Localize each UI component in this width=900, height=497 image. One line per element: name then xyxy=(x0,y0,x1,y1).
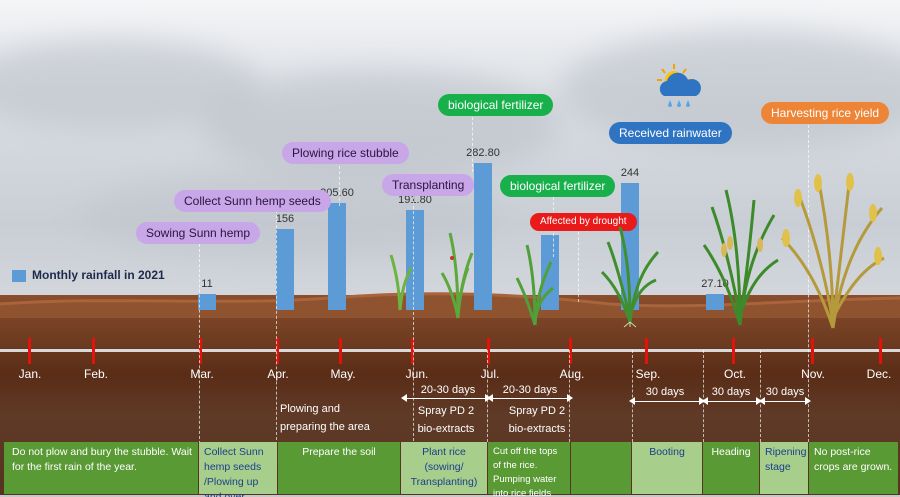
label-drought: Affected by drought xyxy=(530,213,637,231)
note-days: 30 days xyxy=(711,386,751,398)
bar-value-label: 191.80 xyxy=(398,194,432,207)
note-days: 30 days xyxy=(765,386,805,398)
month-label: Dec. xyxy=(866,367,892,381)
connector xyxy=(472,117,473,172)
rainfall-bar xyxy=(541,235,559,310)
month-label: Oct. xyxy=(723,367,746,381)
stage-cell: Heading xyxy=(703,442,759,494)
connector xyxy=(339,166,340,206)
legend-label: Monthly rainfall in 2021 xyxy=(32,268,165,282)
note-days: 20-30 days xyxy=(420,384,476,396)
ripe-rice-plant-icon xyxy=(780,173,885,329)
young-rice-plant-icon xyxy=(440,232,474,319)
month-label: Feb. xyxy=(83,367,108,381)
label-transplanting: Transplanting xyxy=(382,174,475,196)
month-label: Aug. xyxy=(559,367,585,381)
connector xyxy=(578,232,579,302)
sun-cloud-rain-icon xyxy=(657,64,701,107)
rainfall-bar xyxy=(328,203,346,310)
rainfall-bar xyxy=(406,210,424,310)
label-bio-fertilizer-1: biological fertilizer xyxy=(438,94,554,116)
stage-cell: Do not plow and bury the stubble. Wait f… xyxy=(4,442,198,494)
note-spray: Spray PD 2 bio-extracts xyxy=(417,405,475,435)
heading-rice-plant-icon xyxy=(702,189,779,326)
label-rainwater: Received rainwater xyxy=(609,122,732,144)
month-tick xyxy=(92,338,95,364)
rainfall-bar xyxy=(198,294,216,310)
month-label: Sep. xyxy=(635,367,661,381)
duration-arrow xyxy=(759,397,811,405)
month-tick xyxy=(732,338,735,364)
timeline-axis xyxy=(0,349,900,352)
bar-value-label: 11 xyxy=(201,278,213,290)
connector xyxy=(632,350,633,442)
stage-cell: Cut off the tops of the rice. Pumping wa… xyxy=(488,442,570,497)
month-tick xyxy=(199,338,202,364)
month-tick xyxy=(339,338,342,364)
stage-cell: No post-rice crops are grown. xyxy=(809,442,898,494)
note-days: 20-30 days xyxy=(502,384,558,396)
month-label: Jul. xyxy=(480,367,500,381)
legend-swatch xyxy=(12,269,26,282)
label-collect-seeds: Collect Sunn hemp seeds xyxy=(174,190,331,212)
month-label: May. xyxy=(330,367,356,381)
connector xyxy=(413,196,414,441)
bar-value-label: 282.80 xyxy=(466,146,500,159)
note-plowing-preparing: Plowing and preparing the area xyxy=(280,403,370,433)
rainfall-bar xyxy=(706,294,724,310)
stage-cell: Booting xyxy=(632,442,702,494)
connector xyxy=(808,125,809,442)
stage-cell xyxy=(571,442,631,494)
rice-plant-icon xyxy=(515,244,554,326)
duration-arrow xyxy=(702,397,762,405)
chart-legend: Monthly rainfall in 2021 xyxy=(12,268,165,282)
month-label: Nov. xyxy=(801,367,825,381)
month-tick xyxy=(569,338,572,364)
connector xyxy=(703,350,704,442)
month-tick xyxy=(411,338,414,364)
note-days: 30 days xyxy=(645,386,685,398)
rainfall-bar xyxy=(276,228,294,310)
label-harvest: Harvesting rice yield xyxy=(761,102,890,124)
label-bio-fertilizer-2: biological fertilizer xyxy=(500,175,616,197)
rainfall-bar xyxy=(474,162,492,310)
month-tick xyxy=(276,338,279,364)
stage-cell: Collect Sunn hemp seeds /Plowing up and … xyxy=(199,442,277,497)
stage-cell: Ripening stage xyxy=(760,442,808,494)
duration-arrow xyxy=(629,397,705,405)
connector xyxy=(199,244,200,444)
stage-cell: Plant rice (sowing/ Transplanting) xyxy=(401,442,487,494)
month-tick xyxy=(487,338,490,364)
connector xyxy=(276,210,277,440)
stage-cell: Prepare the soil xyxy=(278,442,400,494)
month-label: Jan. xyxy=(18,367,42,381)
seedling-icon xyxy=(389,254,413,311)
note-spray: Spray PD 2 bio-extracts xyxy=(508,405,566,435)
duration-arrow xyxy=(487,394,573,402)
bar-value-label: 244 xyxy=(620,167,640,180)
month-label: Apr. xyxy=(267,367,289,381)
label-sowing-sunn-hemp: Sowing Sunn hemp xyxy=(136,222,261,244)
duration-arrow xyxy=(401,394,491,402)
month-label: Mar. xyxy=(190,367,214,381)
rice-plant-icon xyxy=(600,226,660,328)
bar-value-label: 156 xyxy=(275,212,295,225)
label-plowing-stubble: Plowing rice stubble xyxy=(282,142,409,164)
month-tick xyxy=(879,338,882,364)
month-label: Jun. xyxy=(405,367,429,381)
month-tick xyxy=(28,338,31,364)
bar-value-label: 27.10 xyxy=(701,278,729,290)
connector xyxy=(760,350,761,442)
month-tick xyxy=(645,338,648,364)
month-tick xyxy=(811,338,814,364)
soil-band xyxy=(0,318,900,348)
